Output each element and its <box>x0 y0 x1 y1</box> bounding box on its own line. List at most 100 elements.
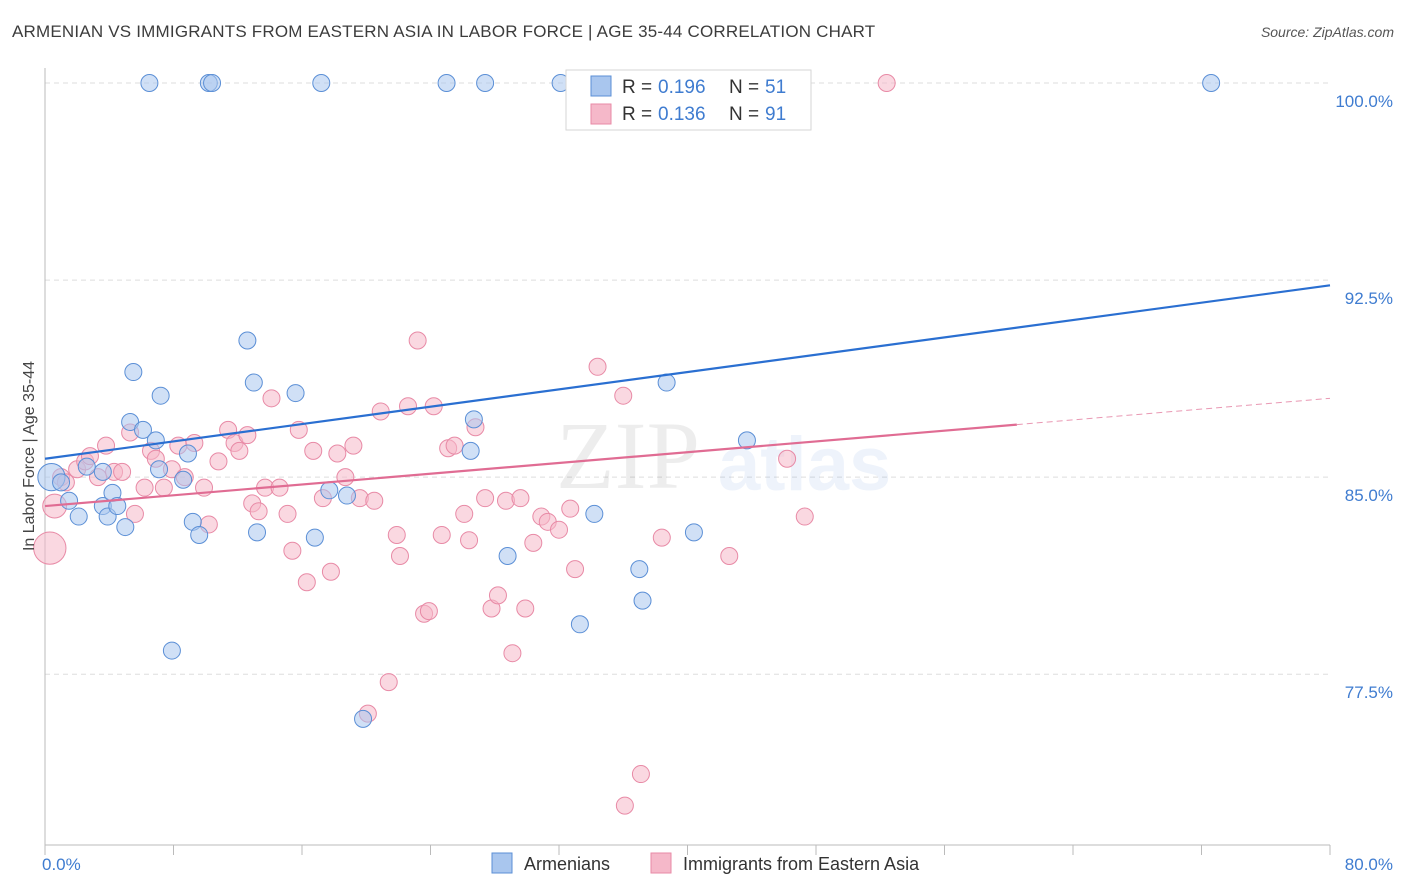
armenians-point <box>238 331 257 350</box>
armenians-point <box>630 560 649 579</box>
axes <box>44 68 1331 855</box>
watermark: ZIP atlas <box>556 402 891 509</box>
immigrants-point <box>588 357 607 376</box>
armenians-point <box>162 641 181 660</box>
armenians-point <box>248 523 267 542</box>
immigrants-point <box>460 531 479 550</box>
armenians-point <box>146 431 165 450</box>
armenians-point <box>354 709 373 728</box>
legend-top-n-value: 51 <box>765 77 786 98</box>
armenians-point <box>244 373 263 392</box>
armenians-point <box>1202 74 1221 93</box>
immigrants-point <box>455 504 474 523</box>
armenians-point <box>174 470 193 489</box>
armenians-point <box>461 441 480 460</box>
y-tick-label: 77.5% <box>1345 683 1393 702</box>
armenians-point <box>124 363 143 382</box>
armenians-point <box>737 431 756 450</box>
immigrants-point <box>390 546 409 565</box>
legend-top-r-value: 0.196 <box>658 77 706 98</box>
immigrants-point <box>524 533 543 552</box>
armenians-point <box>178 444 197 463</box>
legend-top-r-label: R = <box>622 104 652 125</box>
immigrants-point <box>614 386 633 405</box>
armenians-point <box>52 473 71 492</box>
immigrants-point <box>408 331 427 350</box>
armenians-point <box>116 518 135 537</box>
immigrants-point <box>631 765 650 784</box>
legend-swatch-armenians <box>491 852 513 874</box>
legend-top-n-label: N = <box>729 77 759 98</box>
armenians-point <box>108 497 127 516</box>
immigrants-point <box>445 436 464 455</box>
legend-top-r-label: R = <box>622 77 652 98</box>
trend-lines <box>44 284 1331 508</box>
immigrants-point <box>113 462 132 481</box>
immigrants-point <box>399 397 418 416</box>
immigrants-point <box>488 586 507 605</box>
immigrants-point <box>652 528 671 547</box>
armenians-point <box>133 420 152 439</box>
armenians-point <box>93 462 112 481</box>
armenians-point <box>337 486 356 505</box>
immigrants-point <box>503 644 522 663</box>
armenians-point <box>585 504 604 523</box>
armenians-point <box>150 460 169 479</box>
armenians-point <box>121 412 140 431</box>
armenians-point <box>684 523 703 542</box>
immigrants-point <box>154 478 173 497</box>
armenians-point <box>69 507 88 526</box>
legend-top-swatch-immigrants <box>590 103 612 125</box>
armenians-point <box>305 528 324 547</box>
legend-top-n-value: 91 <box>765 104 786 125</box>
immigrants-point <box>344 436 363 455</box>
armenians-point <box>498 546 517 565</box>
immigrants-point <box>283 541 302 560</box>
y-tick-label: 92.5% <box>1345 289 1393 308</box>
immigrants-point <box>371 402 390 421</box>
immigrants-point <box>321 562 340 581</box>
armenians-point <box>190 525 209 544</box>
immigrants-point <box>476 489 495 508</box>
immigrants-point <box>125 504 144 523</box>
legend-label-immigrants: Immigrants from Eastern Asia <box>683 854 920 874</box>
armenians-point <box>312 74 331 93</box>
immigrants-point <box>561 499 580 518</box>
legend-swatch-immigrants <box>650 852 672 874</box>
immigrants-point <box>336 468 355 487</box>
immigrants-point <box>249 502 268 521</box>
immigrants-point <box>238 426 257 445</box>
legend-top-r-value: 0.136 <box>658 104 706 125</box>
y-tick-label: 100.0% <box>1335 92 1393 111</box>
immigrants-point <box>230 441 249 460</box>
immigrants-point <box>278 504 297 523</box>
immigrants-point <box>432 525 451 544</box>
armenians-point <box>77 457 96 476</box>
armenians-point <box>203 74 222 93</box>
immigrants-point <box>795 507 814 526</box>
x-tick-label: 80.0% <box>1345 855 1393 874</box>
immigrants-point <box>720 546 739 565</box>
armenians-point <box>464 410 483 429</box>
armenians-point <box>570 615 589 634</box>
armenians-point <box>60 491 79 510</box>
immigrants-point <box>209 452 228 471</box>
immigrants-point <box>877 74 896 93</box>
armenians-point <box>476 74 495 93</box>
immigrants-point <box>33 531 67 565</box>
immigrants-eastern-asia-points <box>33 74 896 815</box>
y-axis-label: In Labor Force | Age 35-44 <box>21 361 38 551</box>
legend-bottom: Armenians Immigrants from Eastern Asia <box>491 852 920 874</box>
immigrants-point <box>615 796 634 815</box>
armenians-point <box>633 591 652 610</box>
immigrants-point <box>365 491 384 510</box>
immigrants-point <box>328 444 347 463</box>
grid-lines <box>45 82 1330 675</box>
tick-labels: 77.5% 85.0% 92.5% 100.0% 0.0% 80.0% <box>42 92 1393 874</box>
armenians-point <box>140 74 159 93</box>
immigrants-point <box>419 602 438 621</box>
armenians-point <box>286 384 305 403</box>
armenians-point <box>320 481 339 500</box>
legend-top-n-label: N = <box>729 104 759 125</box>
